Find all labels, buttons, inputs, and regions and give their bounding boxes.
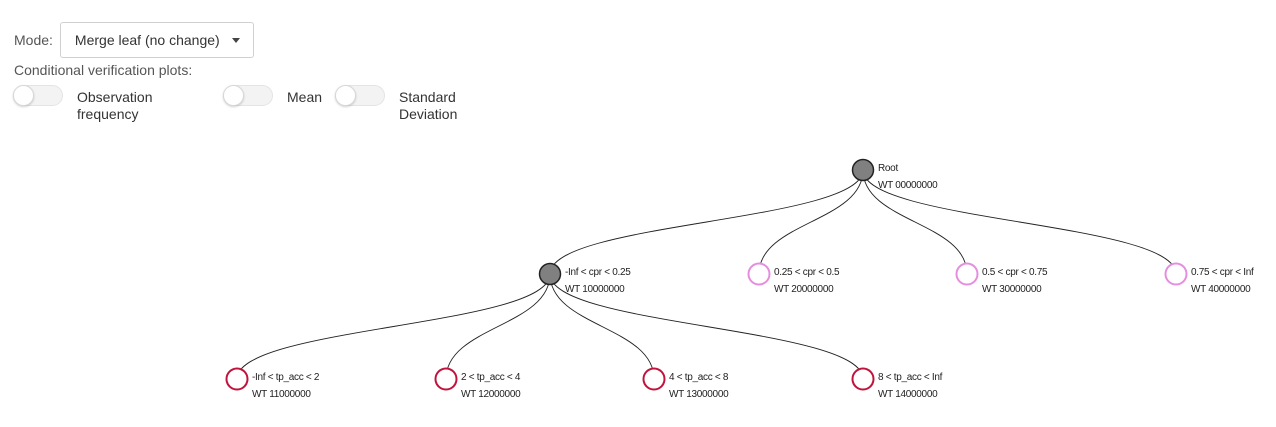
- tree-node-code-n12: WT 12000000: [461, 389, 521, 400]
- mode-select-value: Merge leaf (no change): [74, 31, 220, 48]
- toggle-knob[interactable]: [223, 85, 244, 106]
- tree-link-n1-n12: [445, 273, 551, 380]
- tree-nodes: Root WT 00000000 -Inf < cpr < 0.25 WT 10000…: [225, 158, 1254, 401]
- tree-node-code-n4: WT 40000000: [1191, 284, 1251, 295]
- tree-link-root-n1: [549, 169, 864, 275]
- tree-node-code-root: WT 00000000: [878, 180, 938, 191]
- tree-node-code-n2: WT 20000000: [774, 284, 834, 295]
- tree-link-root-n4: [862, 169, 1177, 275]
- toggle-label-line2: frequency: [77, 106, 139, 122]
- tree-node-circle-n12[interactable]: [434, 367, 458, 391]
- toggle-standard-deviation[interactable]: [335, 85, 385, 106]
- tree-node-code-n13: WT 13000000: [669, 389, 729, 400]
- tree-node-n14[interactable]: 8 < tp_acc < Inf WT 14000000: [851, 367, 943, 401]
- tree-node-circle-n2[interactable]: [747, 262, 771, 286]
- toggle-label-line1: Standard: [399, 89, 456, 105]
- tree-node-title-n13: 4 < tp_acc < 8: [669, 372, 729, 383]
- toggle-knob[interactable]: [335, 85, 356, 106]
- tree-node-root[interactable]: Root WT 00000000: [851, 158, 939, 192]
- tree-node-n13[interactable]: 4 < tp_acc < 8 WT 13000000: [642, 367, 730, 401]
- tree-link-n1-n14: [549, 273, 864, 380]
- toggle-knob[interactable]: [13, 85, 34, 106]
- tree-node-title-root: Root: [878, 163, 898, 174]
- tree-node-n4[interactable]: 0.75 < cpr < Inf WT 40000000: [1164, 262, 1254, 296]
- chevron-down-icon[interactable]: [231, 37, 240, 43]
- toggle-mean[interactable]: [223, 85, 273, 106]
- toggle-label-line1: Observation: [77, 89, 153, 105]
- tree-node-code-n11: WT 11000000: [252, 389, 311, 400]
- tree-node-n11[interactable]: -Inf < tp_acc < 2 WT 11000000: [225, 367, 320, 401]
- tree-node-circle-n3[interactable]: [955, 262, 979, 286]
- mode-row: Mode: Merge leaf (no change): [14, 21, 254, 58]
- tree-node-circle-root[interactable]: [851, 158, 875, 182]
- toggle-standard-deviation-label: Standard Deviation: [399, 89, 457, 123]
- tree-links: [236, 169, 1177, 380]
- tree-node-title-n14: 8 < tp_acc < Inf: [878, 372, 943, 383]
- tree-node-circle-n11[interactable]: [225, 367, 249, 391]
- mode-label: Mode:: [14, 31, 53, 48]
- tree-node-title-n3: 0.5 < cpr < 0.75: [982, 267, 1048, 278]
- tree-node-n2[interactable]: 0.25 < cpr < 0.5 WT 20000000: [747, 262, 840, 296]
- toggle-mean-label: Mean: [287, 89, 322, 106]
- tree-node-title-n12: 2 < tp_acc < 4: [461, 372, 521, 383]
- tree-node-circle-n1[interactable]: [538, 262, 562, 286]
- conditional-plots-label: Conditional verification plots:: [14, 62, 193, 78]
- tree-link-root-n2: [758, 169, 864, 275]
- tree-node-title-n1: -Inf < cpr < 0.25: [565, 267, 631, 278]
- tree-link-root-n3: [862, 169, 968, 275]
- tree-node-n1[interactable]: -Inf < cpr < 0.25 WT 10000000: [538, 262, 632, 296]
- mode-select[interactable]: Merge leaf (no change): [59, 21, 254, 58]
- tree-node-circle-n14[interactable]: [851, 367, 875, 391]
- tree-node-code-n3: WT 30000000: [982, 284, 1042, 295]
- tree-node-circle-n13[interactable]: [642, 367, 666, 391]
- tree-link-n1-n13: [549, 273, 655, 380]
- toggle-label-line2: Deviation: [399, 106, 458, 122]
- tree-node-code-n14: WT 14000000: [878, 389, 938, 400]
- tree-node-title-n11: -Inf < tp_acc < 2: [252, 372, 320, 383]
- toggle-observation-frequency[interactable]: [13, 85, 63, 106]
- toggle-observation-frequency-label: Observation frequency: [77, 89, 152, 123]
- tree-node-title-n4: 0.75 < cpr < Inf: [1191, 267, 1254, 278]
- tree-node-n3[interactable]: 0.5 < cpr < 0.75 WT 30000000: [955, 262, 1048, 296]
- tree-node-n12[interactable]: 2 < tp_acc < 4 WT 12000000: [434, 367, 522, 401]
- tree-link-n1-n11: [236, 273, 551, 380]
- tree-node-code-n1: WT 10000000: [565, 284, 625, 295]
- toggle-label-line1: Mean: [287, 89, 323, 105]
- tree-node-title-n2: 0.25 < cpr < 0.5: [774, 267, 840, 278]
- tree-node-circle-n4[interactable]: [1164, 262, 1188, 286]
